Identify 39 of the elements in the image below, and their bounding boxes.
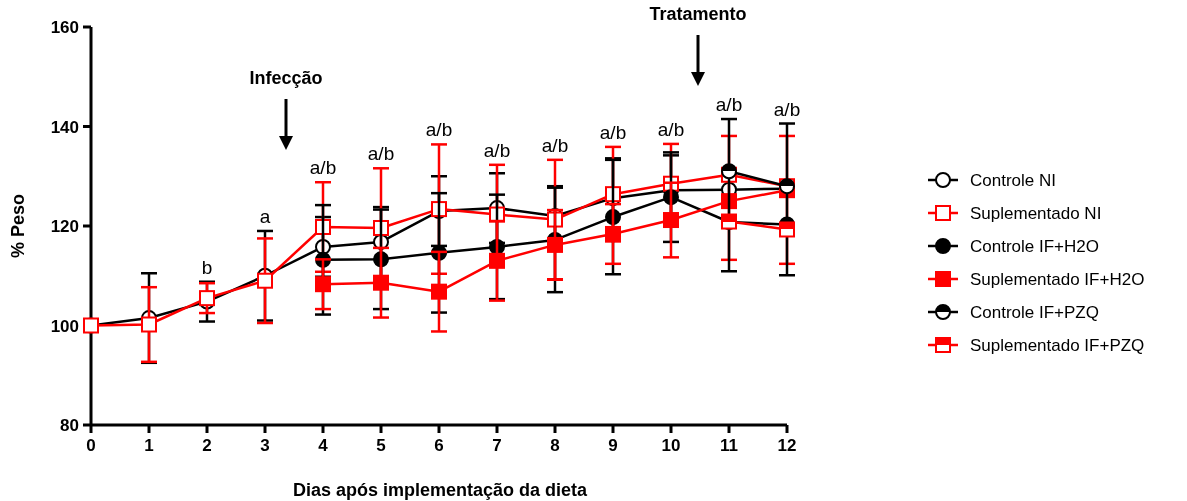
y-tick-label: 140 [50,117,79,137]
annotation: b [201,256,213,278]
legend-label: Controle IF+PZQ [970,303,1099,322]
annotation: Infecção [249,68,323,88]
annotation: a/b [773,98,801,120]
y-tick-label: 160 [50,18,79,37]
x-tick-label: 10 [661,436,681,455]
annotation: a/b [309,157,337,179]
y-tick-label: 120 [50,217,79,236]
annotation: a/b [599,121,627,143]
y-axis-title: % Peso [8,193,28,259]
x-tick-label: 7 [492,436,502,455]
x-tick-label: 4 [318,436,329,455]
x-tick-label: 12 [777,436,797,455]
x-tick-label: 11 [720,436,738,455]
x-tick-label: 8 [550,436,560,455]
y-tick-label: 100 [50,316,79,336]
legend-label: Controle NI [970,171,1056,190]
annotation: a/b [483,139,511,161]
annotation: a/b [541,134,569,156]
x-tick-label: 2 [202,436,212,455]
text: Tratamento [649,4,747,24]
legend-label: Suplementado IF+H2O [970,270,1145,289]
x-tick-label: 3 [260,436,270,455]
annotation: a [259,205,271,227]
legend-label: Controle IF+H2O [970,237,1099,256]
x-tick-label: 1 [144,436,154,455]
legend-label: Suplementado IF+PZQ [970,336,1145,355]
annotation: a/b [657,118,685,140]
annotation: a/b [367,143,395,165]
x-tick-label: 9 [608,436,618,455]
annotation: a/b [425,119,453,141]
legend-label: Suplementado NI [970,204,1102,223]
annotation: a/b [715,94,743,116]
x-tick-label: 5 [376,436,386,455]
x-tick-label: 0 [86,436,96,455]
y-tick-label: 80 [60,416,79,435]
x-axis-title: Dias após implementação da dieta [292,480,589,500]
x-tick-label: 6 [434,436,444,455]
